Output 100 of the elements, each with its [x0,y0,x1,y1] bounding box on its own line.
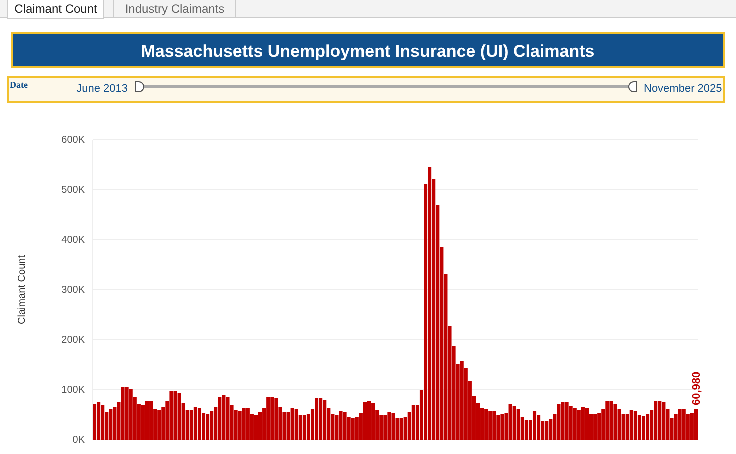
bar [594,414,598,440]
chart-title: Massachusetts Unemployment Insurance (UI) Claimants [141,42,595,61]
bar [242,408,246,440]
bar [662,402,666,440]
bar [516,409,520,440]
bar [372,403,376,440]
bar [694,410,698,440]
bar [634,412,638,440]
bar [121,387,125,440]
bar [367,401,372,440]
bar [206,414,210,440]
bar [428,167,432,440]
bar [109,409,113,440]
bar [158,410,162,440]
bar [339,411,343,440]
bar [101,406,105,440]
bar [642,416,646,440]
y-tick-label: 300K [62,285,86,296]
bar [286,412,290,440]
bar [150,401,154,440]
bar [355,417,359,440]
bar [630,410,634,440]
y-tick-label: 0K [72,435,86,446]
bar [246,408,250,440]
bar [638,415,642,440]
bar [335,415,339,440]
bar [598,413,602,440]
text: November 2025 [644,83,722,95]
bar [626,414,630,440]
bar [351,418,355,440]
bar [97,402,101,440]
bar [384,416,388,440]
data-label: 60,980 [691,372,704,406]
y-tick-label: 100K [62,385,86,396]
bar [194,408,198,440]
bar [500,414,504,440]
bar [392,413,396,440]
bar [460,362,464,440]
bar [266,398,270,440]
bar [512,406,516,440]
bar [508,404,512,440]
bar [561,402,565,440]
bar [210,412,214,440]
bar [412,406,416,440]
bar [682,410,686,440]
bar [492,411,496,440]
bar [488,411,492,440]
bar [532,412,537,440]
bar [258,412,262,440]
bar [323,400,327,440]
bar [573,408,577,440]
bar [343,412,347,440]
bar [125,387,129,440]
bar [577,410,581,440]
bar [319,398,323,440]
bar [363,402,367,440]
bar [388,412,392,440]
bar [524,420,528,440]
bar [198,408,202,440]
bar [93,404,97,440]
bar [238,412,242,440]
bar [315,398,319,440]
bar [222,396,226,440]
bar [585,408,590,440]
bar [565,402,569,440]
bar [646,414,650,440]
bar [174,391,178,440]
y-tick-label: 200K [62,335,86,346]
bar [145,401,150,440]
bar [190,410,194,440]
text: June 2013 [76,83,128,95]
bar [557,404,561,440]
bar [274,398,278,440]
y-tick-label: 400K [62,235,86,246]
bar [678,410,682,440]
bar [226,398,230,440]
bar [658,401,662,440]
bar [537,416,541,440]
bar [606,401,610,440]
bar [545,422,549,440]
bar [654,401,658,440]
bar [614,404,618,440]
bar [610,401,614,440]
bar [129,389,133,440]
bar [170,391,174,440]
bar [178,393,182,440]
bar [484,410,488,440]
bar [218,397,222,440]
y-tick-label: 500K [62,185,86,196]
bar [400,418,404,440]
bar [270,397,274,440]
bar [690,413,694,440]
text: Claimant Count [14,2,98,16]
text: Industry Claimants [125,2,225,16]
text: Date [10,80,28,90]
y-tick-label: 600K [62,135,86,146]
y-axis-title: Claimant Count [17,255,28,324]
bar [302,416,306,440]
bar [254,415,258,440]
bar [581,407,585,440]
